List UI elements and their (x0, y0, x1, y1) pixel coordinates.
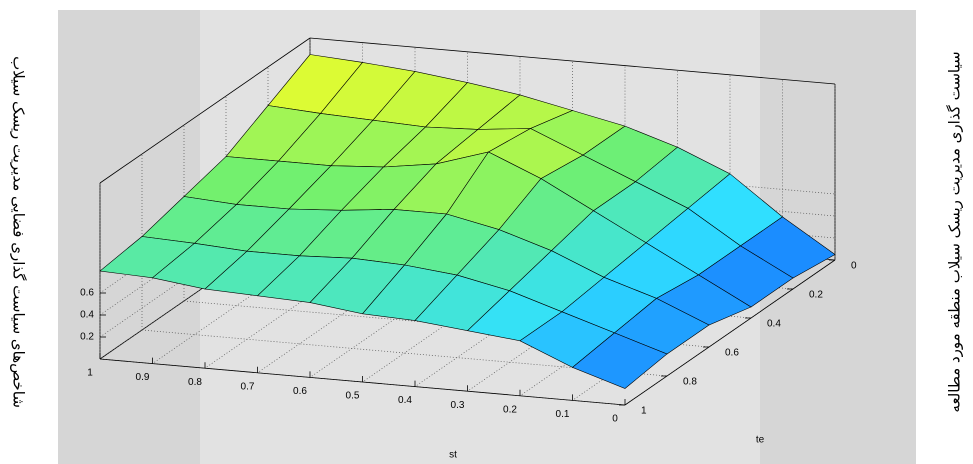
z-tick-label: 0.4 (80, 310, 94, 321)
box-edge (624, 259, 836, 406)
x-axis-label: st (449, 450, 457, 461)
x-tick-label: 1 (87, 368, 93, 379)
x-tick-label: 0.1 (556, 409, 570, 420)
y-tick-label: 0.2 (809, 290, 823, 301)
y-axis-label: te (756, 435, 765, 446)
grid-line (99, 191, 311, 338)
y-tick-label: 0.6 (725, 348, 739, 359)
box-edge (309, 37, 836, 85)
x-tick-label: 0.5 (346, 391, 360, 402)
x-tick-label: 0.2 (503, 404, 517, 415)
grid-line (141, 329, 668, 377)
z-tick-label: 0.2 (80, 332, 94, 343)
box-edge (99, 37, 311, 184)
surface-face (571, 332, 668, 389)
y-tick-label: 0 (851, 261, 857, 272)
y-tick-label: 0.4 (767, 319, 781, 330)
box-edge (99, 358, 626, 406)
x-tick-label: 0.8 (188, 377, 202, 388)
x-tick-label: 0 (612, 414, 618, 425)
x-tick-label: 0.3 (451, 400, 465, 411)
z-tick-label: 0.6 (80, 288, 94, 299)
x-tick-label: 0.6 (293, 386, 307, 397)
y-tick-label: 1 (641, 406, 647, 417)
x-tick-label: 0.7 (241, 381, 255, 392)
x-tick-label: 0.4 (398, 395, 412, 406)
left-caption: شاخص‌های سیاست گذاری فضایی مدیریت ریسک س… (10, 56, 28, 408)
right-caption: سیاست گذاری مدیریت ریسک سیلاب منطقه مورد… (946, 51, 964, 412)
y-tick-label: 0.8 (683, 377, 697, 388)
x-tick-label: 0.9 (136, 372, 150, 383)
grid-line (183, 300, 710, 348)
grid-line (99, 169, 311, 316)
